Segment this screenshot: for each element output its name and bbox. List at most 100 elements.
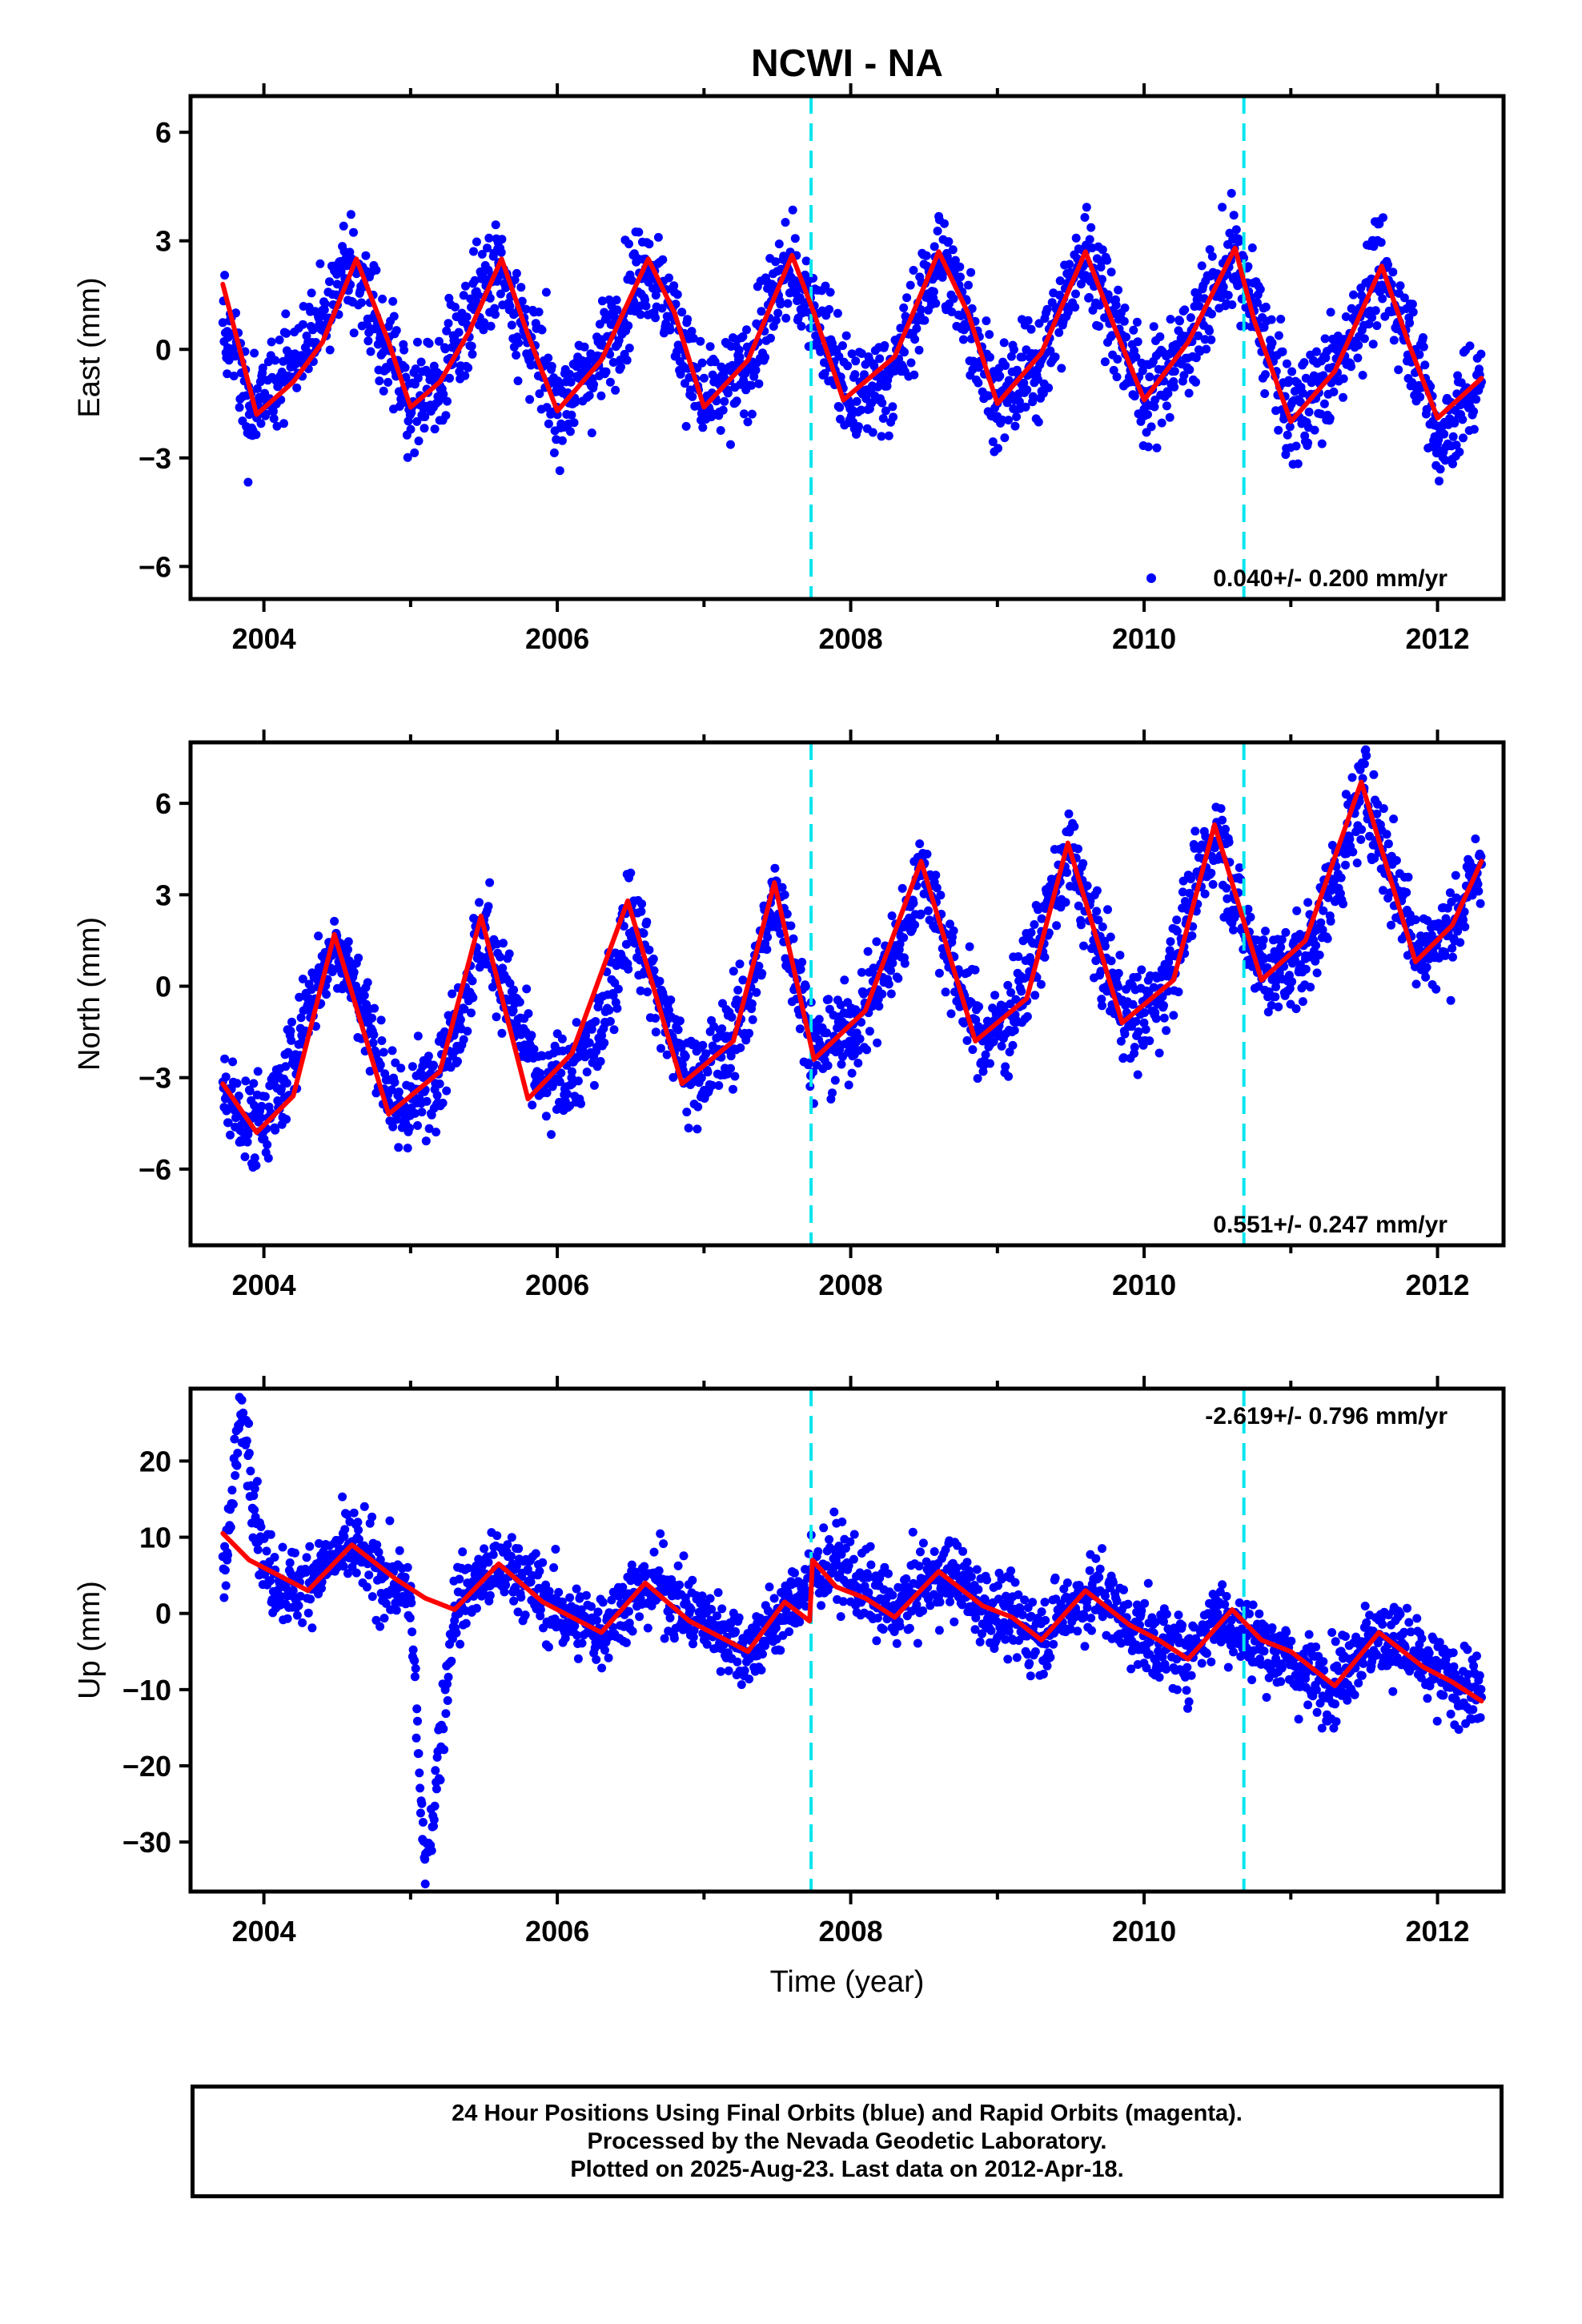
data-point — [1448, 459, 1457, 468]
data-point — [573, 1076, 583, 1086]
data-point — [930, 242, 939, 251]
data-point — [797, 958, 807, 967]
data-point — [396, 1063, 406, 1073]
data-point — [438, 1098, 448, 1108]
data-point — [461, 281, 470, 291]
data-point — [665, 325, 675, 335]
data-point — [612, 1003, 622, 1013]
data-point — [463, 1027, 472, 1036]
data-point — [535, 1566, 544, 1576]
data-point — [1312, 968, 1322, 978]
data-point — [1082, 203, 1091, 212]
data-point — [986, 1059, 994, 1068]
data-point — [875, 354, 885, 364]
data-point — [351, 981, 360, 991]
data-point — [824, 995, 833, 1004]
data-point — [699, 373, 709, 383]
data-point — [1395, 281, 1405, 291]
data-point — [252, 384, 262, 393]
data-point — [636, 907, 646, 916]
data-point — [1402, 887, 1411, 897]
data-point — [1222, 883, 1231, 893]
data-point — [391, 1606, 401, 1615]
data-point — [266, 1576, 275, 1586]
data-point — [1146, 422, 1156, 432]
data-point — [1435, 464, 1445, 474]
data-point — [443, 1679, 452, 1689]
data-point — [549, 448, 559, 457]
data-point — [729, 361, 738, 371]
data-point — [387, 1046, 397, 1055]
data-point — [910, 335, 920, 344]
data-point — [1065, 259, 1074, 269]
data-point — [565, 1593, 575, 1602]
data-point — [627, 275, 636, 285]
data-point — [726, 1063, 735, 1073]
data-point — [921, 251, 931, 260]
data-point — [1021, 402, 1030, 412]
data-point — [400, 345, 409, 355]
data-point — [1456, 938, 1465, 947]
data-point — [1092, 907, 1102, 916]
data-point — [658, 255, 668, 264]
data-point — [1319, 399, 1329, 408]
data-point — [1323, 893, 1333, 903]
data-point — [1082, 881, 1092, 891]
data-point — [1019, 378, 1029, 388]
data-point — [420, 424, 429, 433]
data-point — [507, 320, 516, 330]
data-point — [343, 1569, 352, 1578]
y-tick-label: 3 — [155, 225, 171, 258]
data-point — [1276, 943, 1286, 952]
data-point — [1476, 349, 1486, 359]
data-point — [374, 1547, 383, 1557]
data-point — [902, 293, 912, 303]
data-point — [302, 332, 311, 340]
data-point — [244, 1419, 254, 1428]
data-point — [1231, 225, 1241, 235]
data-point — [362, 1582, 371, 1592]
data-point — [223, 369, 232, 379]
data-point — [1473, 879, 1483, 889]
data-point — [985, 330, 994, 340]
data-point — [888, 402, 897, 412]
data-point — [1298, 997, 1307, 1007]
data-point — [1293, 459, 1303, 468]
data-point — [998, 415, 1007, 424]
data-point — [427, 1846, 436, 1856]
data-point — [343, 945, 352, 955]
data-point — [941, 987, 950, 997]
data-point — [820, 368, 829, 378]
data-point — [403, 1144, 412, 1153]
data-point — [1106, 956, 1116, 966]
data-point — [1074, 844, 1082, 854]
x-tick-label: 2006 — [525, 622, 589, 655]
y-axis-title: North (mm) — [73, 917, 106, 1071]
data-point — [256, 1522, 266, 1531]
data-point — [886, 966, 896, 975]
data-point — [343, 937, 353, 947]
data-point — [1162, 401, 1171, 411]
data-point — [1070, 303, 1080, 312]
data-point — [282, 1079, 291, 1088]
data-point — [1450, 418, 1460, 428]
data-point — [230, 1434, 239, 1444]
data-point — [412, 1704, 422, 1714]
data-point — [1158, 992, 1167, 1001]
data-point — [973, 1074, 982, 1084]
data-point — [1011, 995, 1021, 1004]
data-point — [443, 396, 452, 406]
data-point — [897, 883, 907, 893]
data-point — [1078, 858, 1088, 868]
data-point — [499, 939, 508, 948]
data-point — [949, 926, 958, 935]
data-point — [249, 1079, 259, 1088]
data-point — [872, 937, 881, 947]
data-point — [1022, 1011, 1032, 1021]
data-point — [1452, 893, 1461, 903]
data-point — [411, 364, 420, 374]
data-point — [249, 1491, 259, 1501]
data-point — [253, 1067, 263, 1076]
data-point — [1107, 331, 1117, 340]
